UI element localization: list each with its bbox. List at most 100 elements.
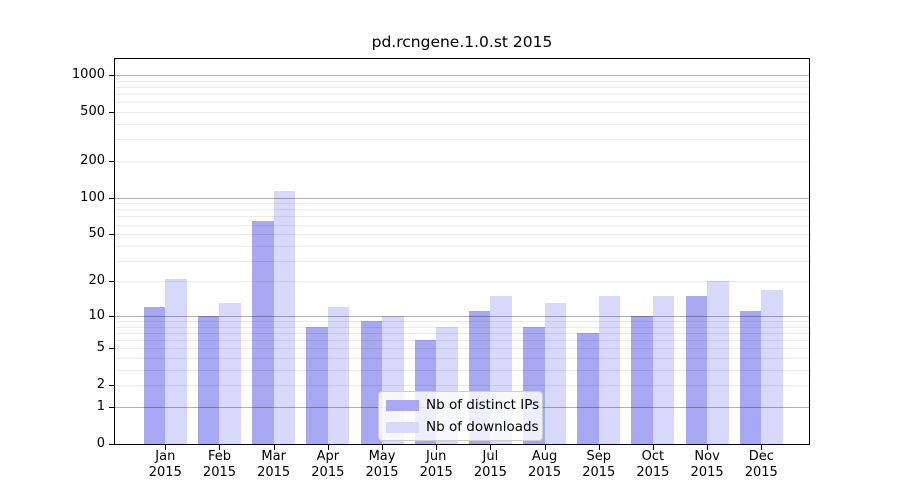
y-tick-5 (109, 348, 114, 350)
bar-downloads-nov (707, 281, 729, 444)
gridline-minor-500 (115, 112, 809, 114)
y-tick-label-100: 100 (80, 189, 105, 205)
y-tick-10 (109, 315, 114, 317)
bar-distinct-ips-jan (143, 307, 166, 444)
bar-distinct-ips-dec (739, 311, 762, 444)
x-tick-label-nov: Nov 2015 (690, 449, 724, 480)
bar-downloads-mar (273, 190, 296, 444)
bar-downloads-jan (165, 278, 187, 444)
y-tick-100 (109, 197, 114, 199)
gridline-minor-30 (115, 260, 809, 262)
x-tick-label-apr: Apr 2015 (311, 449, 345, 480)
y-tick-label-2: 2 (96, 377, 105, 393)
y-tick-label-50: 50 (88, 226, 105, 242)
x-tick-aug (544, 445, 546, 450)
gridline-minor-5 (115, 348, 809, 350)
gridline-major-100 (115, 197, 809, 199)
x-tick-jun (436, 445, 438, 450)
gridline-minor-700 (115, 94, 809, 96)
legend-entry-downloads: Nb of downloads (386, 418, 539, 436)
bar-downloads-aug (544, 303, 567, 444)
gridline-minor-20 (115, 281, 809, 283)
x-tick-mar (273, 445, 275, 450)
x-tick-sep (598, 445, 600, 450)
gridline-minor-8 (115, 326, 809, 328)
gridline-minor-300 (115, 139, 809, 141)
x-tick-may (382, 445, 384, 450)
y-tick-1000 (109, 75, 114, 77)
gridline-minor-50 (115, 234, 809, 236)
gridline-minor-90 (115, 203, 809, 205)
gridline-minor-400 (115, 124, 809, 125)
gridline-major-1000 (115, 75, 809, 77)
y-tick-0 (109, 444, 114, 445)
y-tick-20 (109, 281, 114, 283)
gridline-minor-70 (115, 216, 809, 218)
y-tick-label-10: 10 (88, 307, 105, 323)
gridline-minor-900 (115, 80, 809, 82)
gridline-minor-600 (115, 102, 809, 104)
bar-distinct-ips-feb (197, 315, 220, 444)
bar-distinct-ips-nov (685, 295, 708, 444)
bar-distinct-ips-mar (252, 221, 274, 444)
bar-distinct-ips-oct (631, 315, 653, 444)
x-tick-jul (490, 445, 492, 450)
bar-distinct-ips-sep (577, 332, 599, 444)
gridline-minor-3 (115, 369, 809, 371)
gridline-major-10 (115, 315, 809, 317)
gridline-minor-6 (115, 340, 809, 342)
legend-entry-distinct-ips: Nb of distinct IPs (386, 396, 539, 414)
y-tick-label-5: 5 (96, 340, 105, 356)
y-tick-label-0: 0 (96, 436, 105, 451)
x-tick-label-jan: Jan 2015 (148, 449, 182, 480)
gridline-minor-200 (115, 160, 809, 162)
x-tick-label-jul: Jul 2015 (473, 449, 507, 480)
x-tick-nov (707, 445, 709, 450)
y-tick-200 (109, 160, 114, 162)
x-tick-label-sep: Sep 2015 (582, 449, 616, 480)
gridline-minor-7 (115, 332, 809, 334)
gridline-minor-40 (115, 245, 809, 247)
gridline-minor-9 (115, 321, 809, 323)
y-tick-label-20: 20 (88, 273, 105, 289)
y-tick-label-200: 200 (80, 152, 105, 168)
gridline-minor-80 (115, 209, 809, 211)
bar-distinct-ips-may (360, 321, 383, 444)
legend: Nb of distinct IPs Nb of downloads (378, 391, 543, 441)
gridline-minor-800 (115, 87, 809, 89)
x-tick-label-feb: Feb 2015 (202, 449, 237, 480)
y-tick-label-1000: 1000 (71, 67, 105, 83)
x-tick-label-jun: Jun 2015 (419, 449, 453, 480)
chart-title: pd.rcngene.1.0.st 2015 (371, 33, 553, 51)
legend-swatch-distinct-ips (386, 399, 419, 411)
gridline-minor-60 (115, 224, 809, 226)
y-tick-2 (109, 385, 114, 387)
bar-downloads-feb (219, 303, 241, 444)
x-tick-feb (219, 445, 221, 450)
x-tick-label-mar: Mar 2015 (257, 449, 291, 480)
x-tick-jan (165, 445, 167, 450)
legend-swatch-downloads (386, 421, 419, 433)
y-tick-label-500: 500 (80, 104, 105, 120)
bar-downloads-oct (652, 295, 675, 444)
x-tick-label-oct: Oct 2015 (636, 449, 670, 480)
legend-label-downloads: Nb of downloads (426, 419, 539, 435)
bar-downloads-apr (327, 307, 350, 444)
x-tick-oct (652, 445, 654, 450)
gridline-minor-4 (115, 358, 809, 360)
gridline-minor-2 (115, 385, 809, 387)
bar-downloads-dec (761, 289, 783, 444)
x-tick-label-dec: Dec 2015 (744, 449, 778, 480)
x-tick-dec (761, 445, 763, 450)
y-tick-500 (109, 112, 114, 114)
bar-downloads-sep (598, 295, 621, 444)
y-tick-label-1: 1 (96, 398, 105, 414)
legend-label-distinct-ips: Nb of distinct IPs (426, 397, 540, 413)
x-tick-apr (327, 445, 329, 450)
y-tick-1 (109, 406, 114, 408)
x-tick-label-may: May 2015 (365, 449, 399, 480)
bar-distinct-ips-apr (306, 326, 328, 444)
x-tick-label-aug: Aug 2015 (528, 449, 562, 480)
y-tick-50 (109, 234, 114, 236)
